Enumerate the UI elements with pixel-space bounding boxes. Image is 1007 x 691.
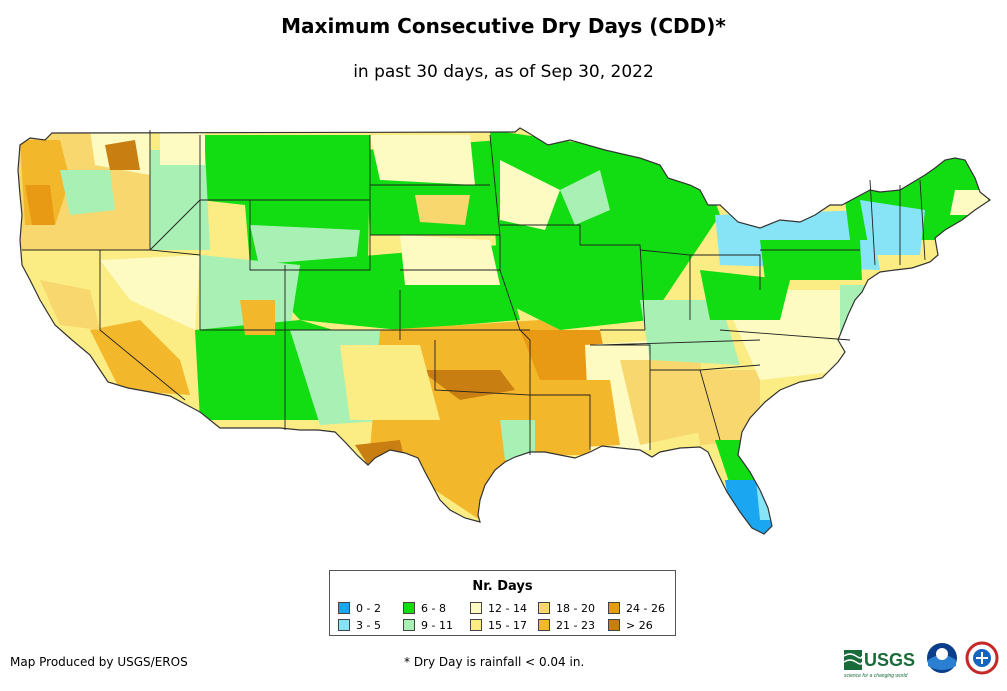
- usgs-text: USGS: [864, 650, 915, 670]
- legend-title: Nr. Days: [472, 579, 533, 594]
- noaa-logo: [927, 643, 957, 673]
- cdd-regions: [18, 130, 990, 534]
- legend-item: 6 - 8: [403, 602, 446, 615]
- legend-item: 21 - 23: [538, 619, 595, 632]
- map-title: Maximum Consecutive Dry Days (CDD)*: [281, 14, 726, 38]
- legend-item: 3 - 5: [338, 619, 381, 632]
- legend-label: > 26: [626, 619, 653, 632]
- legend-item: 9 - 11: [403, 619, 453, 632]
- legend-item: 0 - 2: [338, 602, 381, 615]
- legend-swatch: [403, 602, 415, 614]
- legend-label: 15 - 17: [488, 619, 527, 632]
- legend-label: 9 - 11: [421, 619, 453, 632]
- usgs-logo: USGS science for a changing world: [843, 650, 915, 679]
- legend-swatch: [608, 602, 620, 614]
- legend-label: 6 - 8: [421, 602, 446, 615]
- legend-swatch: [470, 602, 482, 614]
- legend-swatch: [538, 602, 550, 614]
- legend-swatch: [338, 619, 350, 631]
- legend-swatch: [608, 619, 620, 631]
- legend-item: 15 - 17: [470, 619, 527, 632]
- legend-item: 18 - 20: [538, 602, 595, 615]
- legend-swatch: [403, 619, 415, 631]
- legend-label: 0 - 2: [356, 602, 381, 615]
- nws-logo: [965, 641, 999, 675]
- agency-logos: USGS science for a changing world: [843, 641, 999, 679]
- usgs-tagline: science for a changing world: [844, 673, 908, 679]
- map-credit: Map Produced by USGS/EROS: [10, 655, 188, 669]
- legend-label: 21 - 23: [556, 619, 595, 632]
- state-borders: [22, 130, 926, 455]
- legend-label: 3 - 5: [356, 619, 381, 632]
- legend-label: 12 - 14: [488, 602, 527, 615]
- legend-item: 12 - 14: [470, 602, 527, 615]
- legend-swatch: [538, 619, 550, 631]
- dry-day-note: * Dry Day is rainfall < 0.04 in.: [404, 655, 585, 669]
- us-cdd-map: [17, 127, 991, 535]
- legend-item: 24 - 26: [608, 602, 665, 615]
- legend-swatch: [470, 619, 482, 631]
- legend-label: 18 - 20: [556, 602, 595, 615]
- legend-label: 24 - 26: [626, 602, 665, 615]
- legend-swatch: [338, 602, 350, 614]
- map-subtitle: in past 30 days, as of Sep 30, 2022: [353, 62, 654, 82]
- legend: Nr. Days 0 - 2 3 - 5 6 - 8 9 - 11 12 - 1…: [329, 570, 676, 636]
- legend-item: > 26: [608, 619, 653, 632]
